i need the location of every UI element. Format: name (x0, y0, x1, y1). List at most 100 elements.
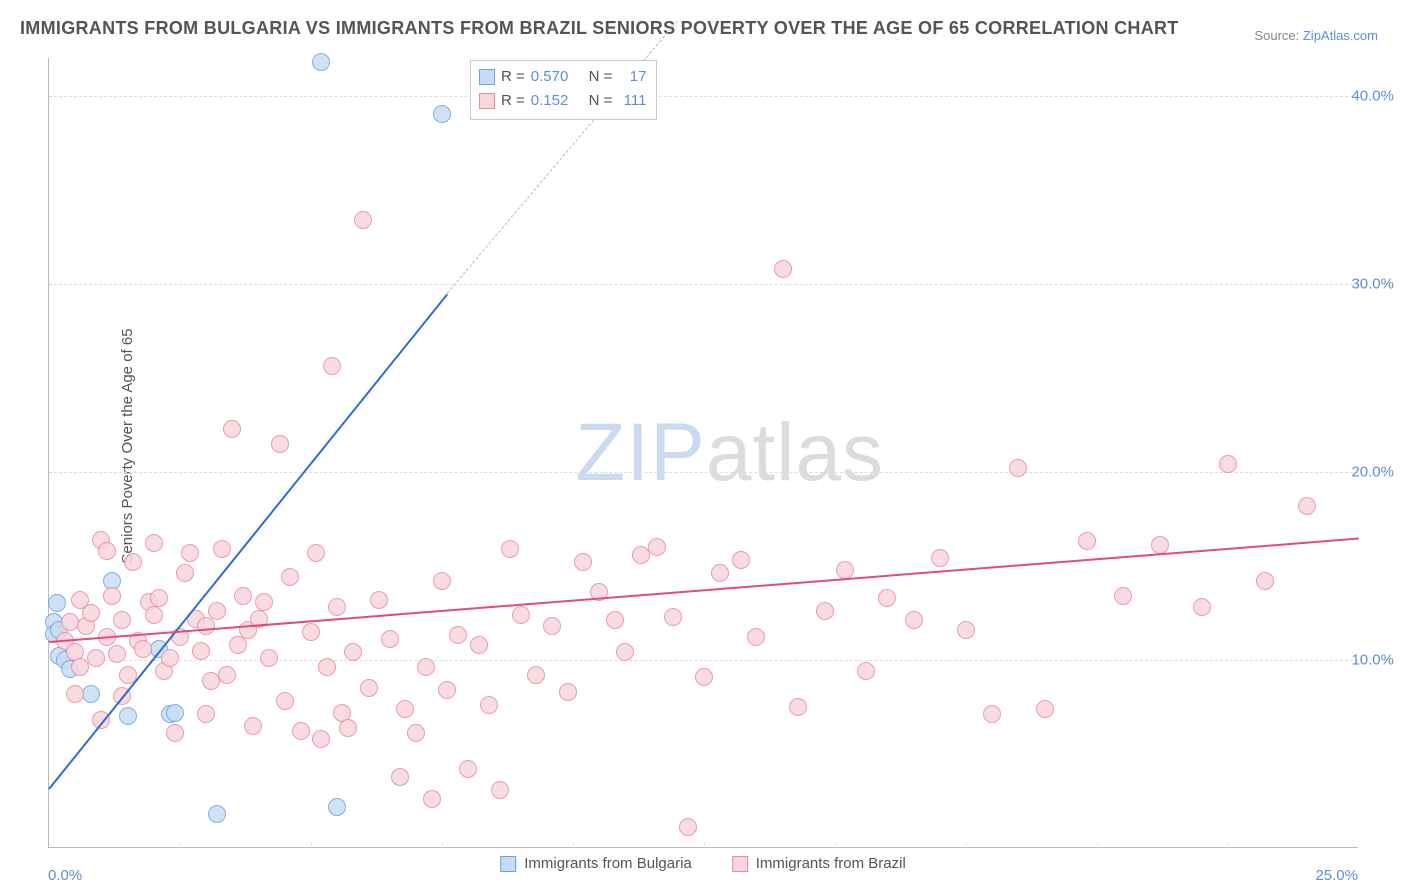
data-point (747, 628, 765, 646)
y-tick-label: 40.0% (1351, 87, 1394, 104)
minor-tick (573, 842, 574, 848)
source-link[interactable]: ZipAtlas.com (1303, 28, 1378, 43)
bottom-legend: Immigrants from BulgariaImmigrants from … (494, 855, 912, 872)
data-point (438, 681, 456, 699)
data-point (433, 105, 451, 123)
data-point (616, 643, 634, 661)
data-point (223, 420, 241, 438)
data-point (103, 587, 121, 605)
data-point (344, 643, 362, 661)
data-point (480, 696, 498, 714)
data-point (789, 698, 807, 716)
legend-swatch (479, 69, 495, 85)
data-point (816, 602, 834, 620)
data-point (145, 534, 163, 552)
data-point (695, 668, 713, 686)
data-point (192, 642, 210, 660)
data-point (1151, 536, 1169, 554)
data-point (255, 593, 273, 611)
data-point (66, 685, 84, 703)
data-point (905, 611, 923, 629)
data-point (244, 717, 262, 735)
grid-line (49, 96, 1358, 97)
data-point (197, 617, 215, 635)
data-point (260, 649, 278, 667)
data-point (307, 544, 325, 562)
data-point (449, 626, 467, 644)
data-point (312, 730, 330, 748)
data-point (339, 719, 357, 737)
data-point (459, 760, 477, 778)
data-point (491, 781, 509, 799)
data-point (983, 705, 1001, 723)
data-point (98, 542, 116, 560)
data-point (271, 435, 289, 453)
data-point (664, 608, 682, 626)
minor-tick (311, 842, 312, 848)
grid-line (49, 472, 1358, 473)
data-point (836, 561, 854, 579)
data-point (711, 564, 729, 582)
data-point (931, 549, 949, 567)
x-tick-label: 0.0% (48, 867, 82, 884)
data-point (48, 594, 66, 612)
data-point (208, 602, 226, 620)
data-point (381, 630, 399, 648)
data-point (1078, 532, 1096, 550)
data-point (166, 704, 184, 722)
minor-tick (1097, 842, 1098, 848)
data-point (323, 357, 341, 375)
data-point (302, 623, 320, 641)
legend-swatch (732, 856, 748, 872)
data-point (470, 636, 488, 654)
data-point (878, 589, 896, 607)
data-point (218, 666, 236, 684)
data-point (150, 589, 168, 607)
data-point (857, 662, 875, 680)
scatter-plot: ZIPatlas (48, 58, 1358, 848)
watermark: ZIPatlas (575, 406, 884, 500)
data-point (732, 551, 750, 569)
data-point (543, 617, 561, 635)
data-point (1009, 459, 1027, 477)
data-point (87, 649, 105, 667)
data-point (396, 700, 414, 718)
data-point (407, 724, 425, 742)
data-point (276, 692, 294, 710)
data-point (527, 666, 545, 684)
legend-item: Immigrants from Brazil (732, 855, 906, 872)
data-point (648, 538, 666, 556)
minor-tick (835, 842, 836, 848)
minor-tick (180, 842, 181, 848)
data-point (181, 544, 199, 562)
data-point (1256, 572, 1274, 590)
data-point (501, 540, 519, 558)
data-point (312, 53, 330, 71)
data-point (433, 572, 451, 590)
minor-tick (966, 842, 967, 848)
data-point (197, 705, 215, 723)
data-point (134, 640, 152, 658)
data-point (370, 591, 388, 609)
data-point (574, 553, 592, 571)
source-label: Source: ZipAtlas.com (1254, 28, 1378, 43)
y-tick-label: 30.0% (1351, 275, 1394, 292)
data-point (292, 722, 310, 740)
data-point (1114, 587, 1132, 605)
data-point (957, 621, 975, 639)
data-point (1193, 598, 1211, 616)
data-point (124, 553, 142, 571)
legend-label: Immigrants from Brazil (756, 855, 906, 872)
data-point (213, 540, 231, 558)
data-point (234, 587, 252, 605)
y-tick-label: 10.0% (1351, 651, 1394, 668)
data-point (423, 790, 441, 808)
data-point (108, 645, 126, 663)
data-point (559, 683, 577, 701)
data-point (679, 818, 697, 836)
data-point (1219, 455, 1237, 473)
data-point (328, 598, 346, 616)
data-point (328, 798, 346, 816)
legend-swatch (500, 856, 516, 872)
stats-box: R = 0.570 N = 17R = 0.152 N = 111 (470, 60, 657, 120)
